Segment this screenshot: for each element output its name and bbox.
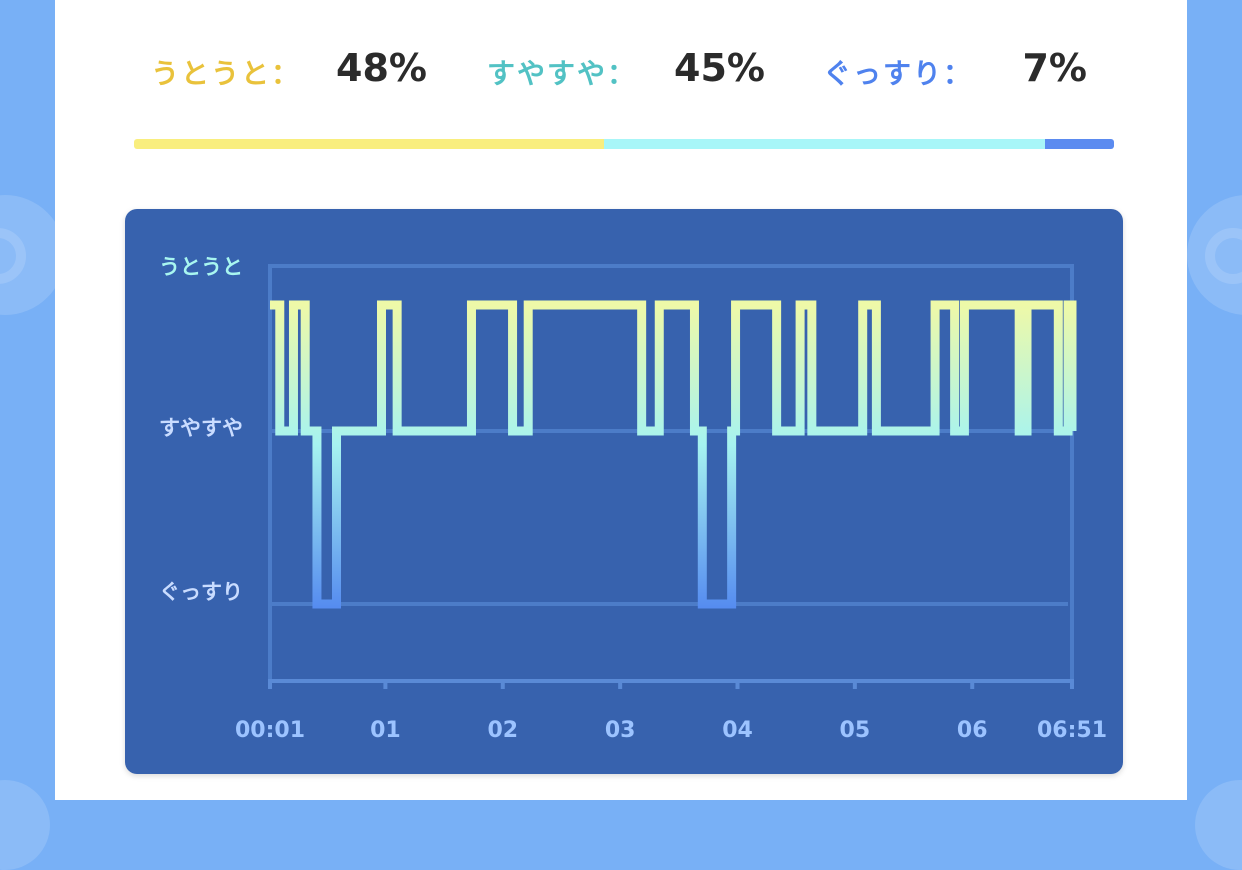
sleep-summary-card: うとうと： 48% すやすや： 45% ぐっすり： 7% うとうと すやすや ぐっす…	[55, 0, 1187, 800]
normal-sleep-label: すやすや：	[487, 57, 638, 90]
sleep-step-line	[270, 300, 1077, 609]
ratio-bar-segment	[1045, 139, 1114, 149]
sleep-graph-panel: うとうとすやすやぐっすり 00:01 01 02 03 04 05 06 06:51	[125, 209, 1123, 774]
light-sleep-value: 48%	[336, 46, 427, 90]
chart-axes	[268, 264, 1074, 689]
x-axis-labels: 00:01 01 02 03 04 05 06 06:51	[235, 718, 1107, 743]
deco-circle-bottom-right	[1195, 780, 1242, 870]
sleep-ratio-bar	[134, 139, 1114, 149]
deco-circle-bottom-left	[0, 780, 50, 870]
deep-sleep-label: ぐっすり：	[823, 57, 974, 90]
deco-ring-left	[0, 228, 26, 284]
y-tick-label: うとうと	[159, 255, 243, 279]
ratio-bar-segment	[134, 139, 605, 149]
y-tick-label: すやすや	[159, 416, 243, 440]
x-tick-label: 04	[722, 718, 753, 743]
ratio-bar-segment	[604, 139, 1046, 149]
sleep-type-summary: うとうと： 48% すやすや： 45% ぐっすり： 7%	[55, 40, 1187, 100]
x-tick-label: 05	[840, 718, 871, 743]
sleep-series	[270, 300, 1077, 609]
x-tick-label: 02	[487, 718, 518, 743]
normal-sleep-value: 45%	[674, 46, 765, 90]
x-tick-label: 00:01	[235, 718, 305, 743]
deep-sleep-value: 7%	[1022, 46, 1087, 90]
x-tick-label: 06	[957, 718, 988, 743]
deco-ring-right	[1205, 228, 1242, 284]
x-tick-label: 03	[605, 718, 636, 743]
y-tick-label: ぐっすり	[159, 580, 243, 604]
x-tick-label: 06:51	[1037, 718, 1107, 743]
x-tick-label: 01	[370, 718, 401, 743]
light-sleep-label: うとうと：	[151, 57, 302, 90]
